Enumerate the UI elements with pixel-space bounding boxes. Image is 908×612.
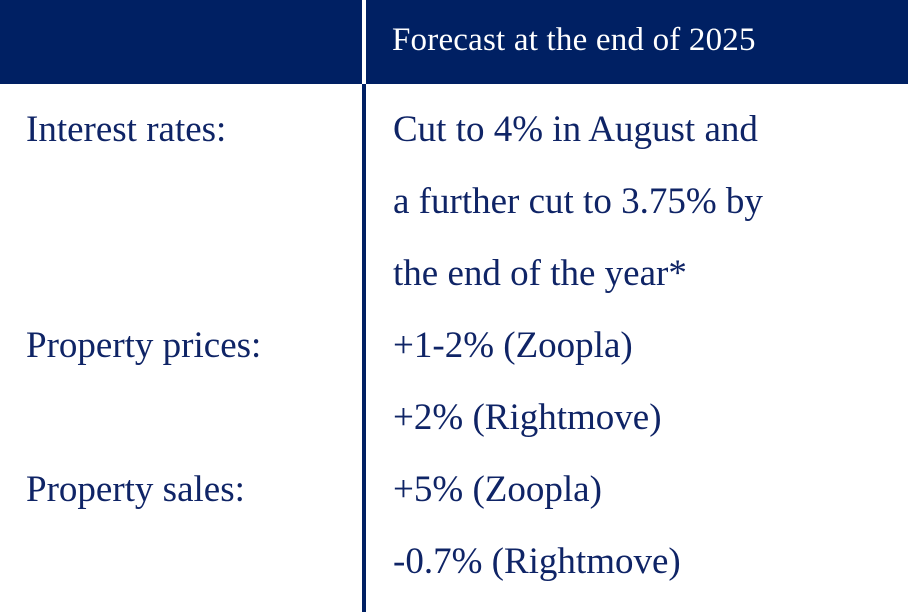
forecast-column-header: Forecast at the end of 2025: [392, 22, 756, 58]
row-label-property-sales: Property sales:: [26, 469, 245, 510]
header-column-separator: [362, 0, 366, 84]
property-sales-rightmove: -0.7% (Rightmove): [393, 541, 681, 582]
table-header: Forecast at the end of 2025: [0, 0, 908, 84]
interest-rates-value-line-2: a further cut to 3.75% by: [393, 181, 763, 222]
interest-rates-value-line-3: the end of the year*: [393, 253, 687, 294]
row-label-property-prices: Property prices:: [26, 325, 262, 366]
column-divider: [362, 84, 366, 612]
property-sales-zoopla: +5% (Zoopla): [393, 469, 602, 510]
property-prices-zoopla: +1-2% (Zoopla): [393, 325, 633, 366]
interest-rates-value-line-1: Cut to 4% in August and: [393, 109, 758, 150]
row-label-interest-rates: Interest rates:: [26, 109, 227, 150]
property-prices-rightmove: +2% (Rightmove): [393, 397, 662, 438]
